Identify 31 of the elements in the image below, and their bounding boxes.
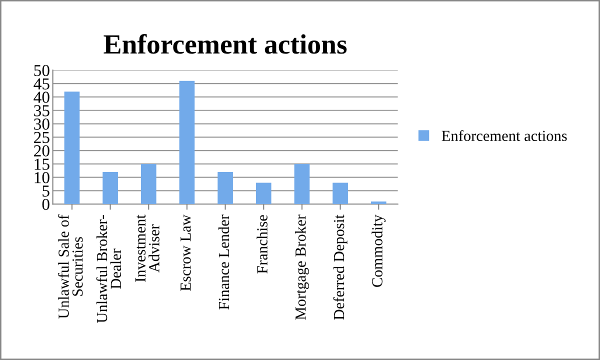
x-tick-label: Finance Lender xyxy=(218,214,230,310)
x-tick-label: Mortgage Broker xyxy=(295,214,309,320)
y-tick-label: 10 xyxy=(34,172,50,184)
bar xyxy=(140,164,156,204)
bar xyxy=(102,172,118,204)
y-tick-label: 45 xyxy=(34,78,50,90)
y-tick-label: 15 xyxy=(34,158,50,170)
bar xyxy=(179,80,195,204)
y-tick-label: 35 xyxy=(34,105,50,116)
chart-title: Enforcement actions xyxy=(104,34,347,54)
y-tick-label: 40 xyxy=(34,92,50,103)
bar xyxy=(294,164,310,204)
bar xyxy=(256,182,272,204)
y-tick-label: 30 xyxy=(34,118,50,130)
x-tick-label: Commodity xyxy=(372,214,386,287)
bar xyxy=(370,201,386,204)
x-tick-label: Investment Adviser xyxy=(135,214,160,282)
x-tick-label: Unlawful Broker- Dealer xyxy=(96,215,122,323)
y-tick-label: 25 xyxy=(34,132,50,144)
x-tick-label: Franchise xyxy=(256,215,268,274)
y-tick-label: 5 xyxy=(42,186,50,197)
x-tick-label: Unlawful Sale of Securities xyxy=(58,214,83,319)
bar xyxy=(64,92,80,204)
y-tick-label: 0 xyxy=(42,198,50,210)
y-tick-label: 50 xyxy=(34,64,50,76)
y-tick-label: 20 xyxy=(34,145,50,156)
legend-label: Enforcement actions xyxy=(442,130,567,142)
x-tick-label: Deferred Deposit xyxy=(333,214,348,320)
bar xyxy=(218,172,233,204)
x-tick-label: Escrow Law xyxy=(180,214,191,291)
bar xyxy=(332,182,348,204)
